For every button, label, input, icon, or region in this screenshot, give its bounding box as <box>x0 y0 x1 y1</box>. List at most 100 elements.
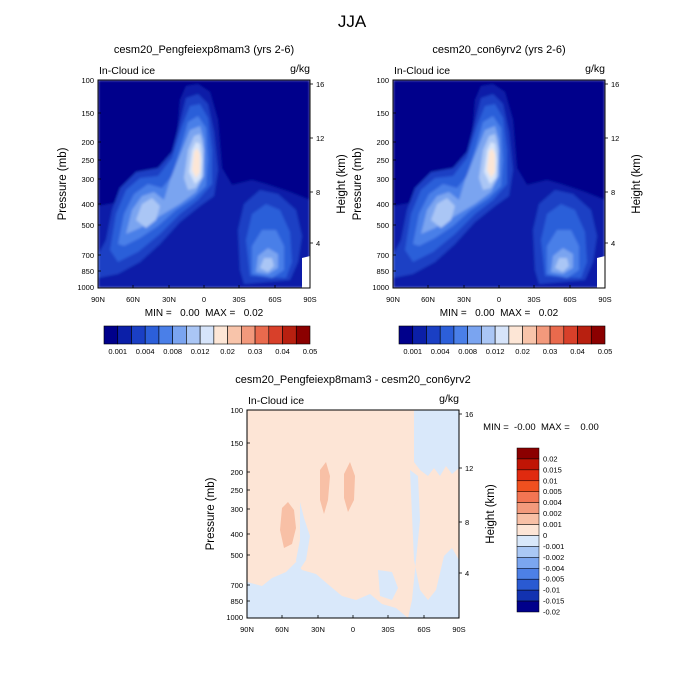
x-ticks: 90N 60N 30N 0 30S 60S 90S <box>240 625 466 634</box>
colorbar-label: 0.008 <box>458 347 477 356</box>
y-tick-label: 200 <box>376 138 389 147</box>
y-tick-label: 700 <box>230 581 243 590</box>
y-tick-label: 850 <box>81 267 94 276</box>
colorbar-swatch <box>516 557 540 569</box>
y-tick-label: 1000 <box>372 283 389 292</box>
y-tick-label: 250 <box>230 486 243 495</box>
y-tick-label: 250 <box>81 156 94 165</box>
y-tick-label: 150 <box>376 109 389 118</box>
y-tick-marks <box>247 413 462 602</box>
colorbar-swatch <box>536 325 551 345</box>
y-tick-marks <box>98 79 313 272</box>
colorbar-label: -0.002 <box>543 553 564 562</box>
panel-title: cesm20_con6yrv2 (yrs 2-6) <box>432 44 565 56</box>
y-tick-label: 700 <box>81 251 94 260</box>
y-tick-label: 100 <box>81 76 94 85</box>
colorbar-swatch <box>516 524 540 536</box>
x-tick-label: 60S <box>268 295 281 304</box>
colorbar-label: -0.005 <box>543 575 564 584</box>
variable-label: In-Cloud ice <box>99 65 155 77</box>
x-tick-label: 30N <box>311 625 325 634</box>
y-ticks: 100 150 200 250 300 400 500 700 850 1000 <box>226 406 243 622</box>
colorbar-label: -0.01 <box>543 586 560 595</box>
y-tick-label: 500 <box>81 221 94 230</box>
colorbar-swatch <box>131 325 146 345</box>
colorbar-swatch <box>494 325 510 345</box>
min-max-label: MIN = 0.00 MAX = 0.02 <box>145 308 264 319</box>
colorbar-swatch <box>453 325 468 345</box>
x-tick-marks <box>132 285 276 288</box>
y-tick-label: 150 <box>230 439 243 448</box>
y-tick-label: 200 <box>81 138 94 147</box>
y-tick-label: 700 <box>376 251 389 260</box>
x-tick-label: 90N <box>91 295 105 304</box>
y-tick-label: 300 <box>81 175 94 184</box>
colorbar-label: 0.04 <box>570 347 585 356</box>
y2-tick-label: 8 <box>611 188 615 197</box>
units-label: g/kg <box>439 393 459 405</box>
colorbar-label: 0.012 <box>486 347 505 356</box>
y-tick-label: 1000 <box>226 613 243 622</box>
colorbar-swatch <box>516 502 540 514</box>
colorbar-swatch <box>144 325 160 345</box>
x-tick-label: 90S <box>452 625 465 634</box>
colorbar-swatch <box>516 535 540 547</box>
x-tick-label: 60S <box>563 295 576 304</box>
colorbar-swatch <box>295 325 311 345</box>
min-max-label: MIN = 0.00 MAX = 0.02 <box>440 308 559 319</box>
colorbar-swatch <box>254 325 270 345</box>
x-tick-label: 0 <box>202 295 206 304</box>
colorbar-swatch <box>516 600 540 613</box>
panel-difference: cesm20_Pengfeiexp8mam3 - cesm20_con6yrv2… <box>205 374 599 634</box>
y2-ticks: 16 12 8 4 <box>611 80 619 248</box>
y2-tick-label: 4 <box>316 239 320 248</box>
colorbar-swatch <box>516 568 540 580</box>
y2-tick-label: 4 <box>611 239 615 248</box>
x-tick-marks <box>427 285 571 288</box>
y-axis-title: Pressure (mb) <box>57 147 69 220</box>
colorbar-swatch <box>398 325 414 345</box>
y2-axis-title: Height (km) <box>485 484 497 544</box>
y-tick-label: 850 <box>376 267 389 276</box>
y-tick-label: 300 <box>376 175 389 184</box>
y2-tick-label: 8 <box>465 518 469 527</box>
x-tick-label: 30S <box>232 295 245 304</box>
x-tick-label: 30S <box>527 295 540 304</box>
y-tick-label: 500 <box>376 221 389 230</box>
colorbar-swatch <box>516 491 540 503</box>
colorbar-label: -0.015 <box>543 597 564 606</box>
y-tick-label: 400 <box>376 200 389 209</box>
min-max-label: MIN = -0.00 MAX = 0.00 <box>483 422 599 433</box>
colorbar-label: 0.03 <box>248 347 263 356</box>
colorbar-swatch <box>467 325 482 345</box>
colorbar-label: 0.03 <box>543 347 558 356</box>
colorbar-label: 0.001 <box>543 520 562 529</box>
y-tick-label: 150 <box>81 109 94 118</box>
colorbar-label: 0.001 <box>108 347 127 356</box>
colorbar-label: 0.01 <box>543 476 558 485</box>
colorbar-swatch <box>439 325 455 345</box>
colorbar-label: 0.008 <box>163 347 182 356</box>
x-tick-label: 30S <box>381 625 394 634</box>
colorbar-swatch <box>549 325 565 345</box>
colorbar-swatch <box>213 325 228 345</box>
colorbar-swatch <box>516 458 540 471</box>
x-ticks: 90N 60N 30N 0 30S 60S 90S <box>386 295 612 304</box>
colorbar-swatch <box>516 469 540 482</box>
y-tick-label: 300 <box>230 505 243 514</box>
colorbar-label: 0.05 <box>303 347 318 356</box>
colorbar-label: -0.001 <box>543 542 564 551</box>
units-label: g/kg <box>585 63 605 75</box>
colorbar-control: 0.001 0.004 0.008 0.012 0.02 0.03 0.04 0.05 <box>398 325 612 356</box>
y2-tick-label: 16 <box>611 80 619 89</box>
contour-field <box>98 80 310 288</box>
y-tick-marks <box>393 83 608 272</box>
x-tick-label: 30N <box>162 295 176 304</box>
colorbar-swatch <box>508 325 523 345</box>
colorbar-swatch <box>241 325 256 345</box>
figure-title: JJA <box>338 12 367 31</box>
colorbar-label: 0.02 <box>515 347 530 356</box>
y-tick-label: 500 <box>230 551 243 560</box>
y-ticks: 100 150 200 250 300 400 500 700 850 1000 <box>77 76 94 292</box>
colorbar-swatch <box>282 325 297 345</box>
